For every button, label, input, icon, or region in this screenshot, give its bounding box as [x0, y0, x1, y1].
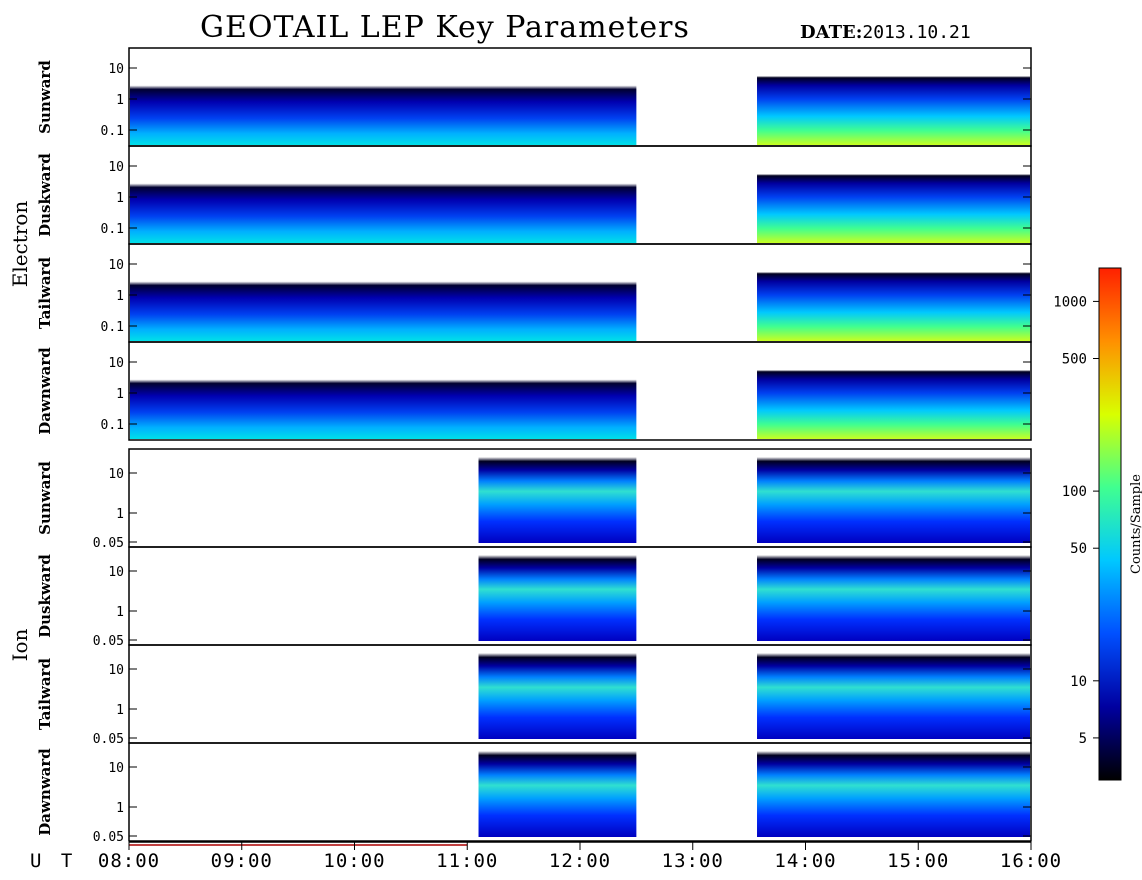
spectrogram-segment: [757, 245, 1030, 341]
spectrogram-segment: [130, 245, 637, 341]
panel-frame: [128, 341, 1032, 441]
panel-frame: [128, 742, 1032, 842]
y-tick-label: 1: [116, 605, 124, 620]
spectrogram-segment: [478, 457, 637, 543]
colorbar-tick-label: 500: [1062, 352, 1087, 368]
y-tick-label: 10: [108, 258, 124, 273]
spectrogram-segment: [757, 457, 1030, 543]
y-tick-label: 1: [116, 801, 124, 816]
spectrogram-segment: [757, 49, 1030, 145]
spectrogram-segment: [757, 343, 1030, 439]
panel-label: Duskward: [36, 153, 54, 237]
y-tick-label: 1: [116, 387, 124, 402]
x-tick-label: 08:00: [98, 850, 160, 872]
panel-label: Tailward: [36, 257, 54, 329]
spectrogram-segment: [757, 653, 1030, 739]
panel-label: Dawnward: [36, 347, 54, 435]
y-tick-label: 0.1: [101, 222, 124, 237]
x-tick-label: 11:00: [436, 850, 498, 872]
y-tick-label: 10: [108, 356, 124, 371]
spectrogram-segment: [757, 555, 1030, 641]
spectrogram-segment: [478, 555, 637, 641]
panel-label: Sunward: [36, 60, 54, 134]
x-tick-label: 09:00: [211, 850, 273, 872]
colorbar: [1098, 267, 1122, 781]
date-label: DATE:: [800, 22, 863, 43]
y-tick-label: 1: [116, 507, 124, 522]
y-tick-label: 10: [108, 62, 124, 77]
panel-label: Duskward: [36, 554, 54, 638]
colorbar-tick-label: 50: [1070, 541, 1087, 557]
x-tick-label: 12:00: [549, 850, 611, 872]
colorbar-tick-label: 5: [1079, 731, 1087, 747]
y-tick-label: 0.1: [101, 124, 124, 139]
y-tick-label: 10: [108, 565, 124, 580]
date-display: DATE:2013.10.21: [800, 22, 971, 43]
y-tick-label: 1: [116, 289, 124, 304]
y-tick-label: 10: [108, 663, 124, 678]
panel-label: Sunward: [36, 461, 54, 535]
spectrogram-segment: [478, 751, 637, 837]
y-tick-label: 0.05: [93, 634, 124, 649]
panel-electron-duskward: 10 1 0.1 Duskward: [36, 145, 1032, 245]
colorbar-label: Counts/Sample: [1129, 474, 1142, 574]
x-tick-label: 13:00: [662, 850, 724, 872]
x-tick-label: 16:00: [1000, 850, 1062, 872]
y-tick-label: 1: [116, 703, 124, 718]
panel-ion-dawnward: 10 1 0.05 Dawnward: [36, 742, 1032, 845]
spectrogram-segment: [130, 343, 637, 439]
spectrogram-segment: [757, 147, 1030, 243]
panel-label: Dawnward: [36, 748, 54, 836]
y-tick-label: 0.1: [101, 418, 124, 433]
chart-title: GEOTAIL LEP Key Parameters: [200, 10, 690, 45]
colorbar-tick-label: 1000: [1053, 294, 1087, 310]
y-tick-label: 0.05: [93, 536, 124, 551]
panel-ion-tailward: 10 1 0.05 Tailward: [36, 644, 1032, 747]
date-value: 2013.10.21: [862, 22, 971, 43]
panel-ion-sunward: 10 1 0.05 Sunward: [36, 448, 1032, 551]
x-axis-label: U T: [30, 850, 76, 872]
panel-electron-tailward: 10 1 0.1 Tailward: [36, 243, 1032, 343]
y-tick-label: 1: [116, 191, 124, 206]
group-label: Ion: [8, 628, 32, 661]
colorbar-tick-label: 100: [1062, 484, 1087, 500]
x-tick-label: 14:00: [774, 850, 836, 872]
spectrogram-segment: [130, 49, 637, 145]
panel-label: Tailward: [36, 658, 54, 730]
colorbar-tick-label: 10: [1070, 674, 1087, 690]
y-tick-label: 0.1: [101, 320, 124, 335]
spectrogram-segment: [757, 751, 1030, 837]
spectrogram-segment: [130, 147, 637, 243]
y-tick-label: 10: [108, 761, 124, 776]
panel-ion-duskward: 10 1 0.05 Duskward: [36, 546, 1032, 649]
panel-electron-dawnward: 10 1 0.1 Dawnward: [36, 341, 1032, 441]
group-label: Electron: [8, 201, 32, 288]
y-tick-label: 10: [108, 160, 124, 175]
panel-electron-sunward: 10 1 0.1 Sunward: [36, 47, 1032, 147]
spectrogram-segment: [478, 653, 637, 739]
y-tick-label: 1: [116, 93, 124, 108]
x-tick-label: 10:00: [323, 850, 385, 872]
x-tick-label: 15:00: [887, 850, 949, 872]
y-tick-label: 0.05: [93, 830, 124, 845]
y-tick-label: 10: [108, 467, 124, 482]
y-tick-label: 0.05: [93, 732, 124, 747]
